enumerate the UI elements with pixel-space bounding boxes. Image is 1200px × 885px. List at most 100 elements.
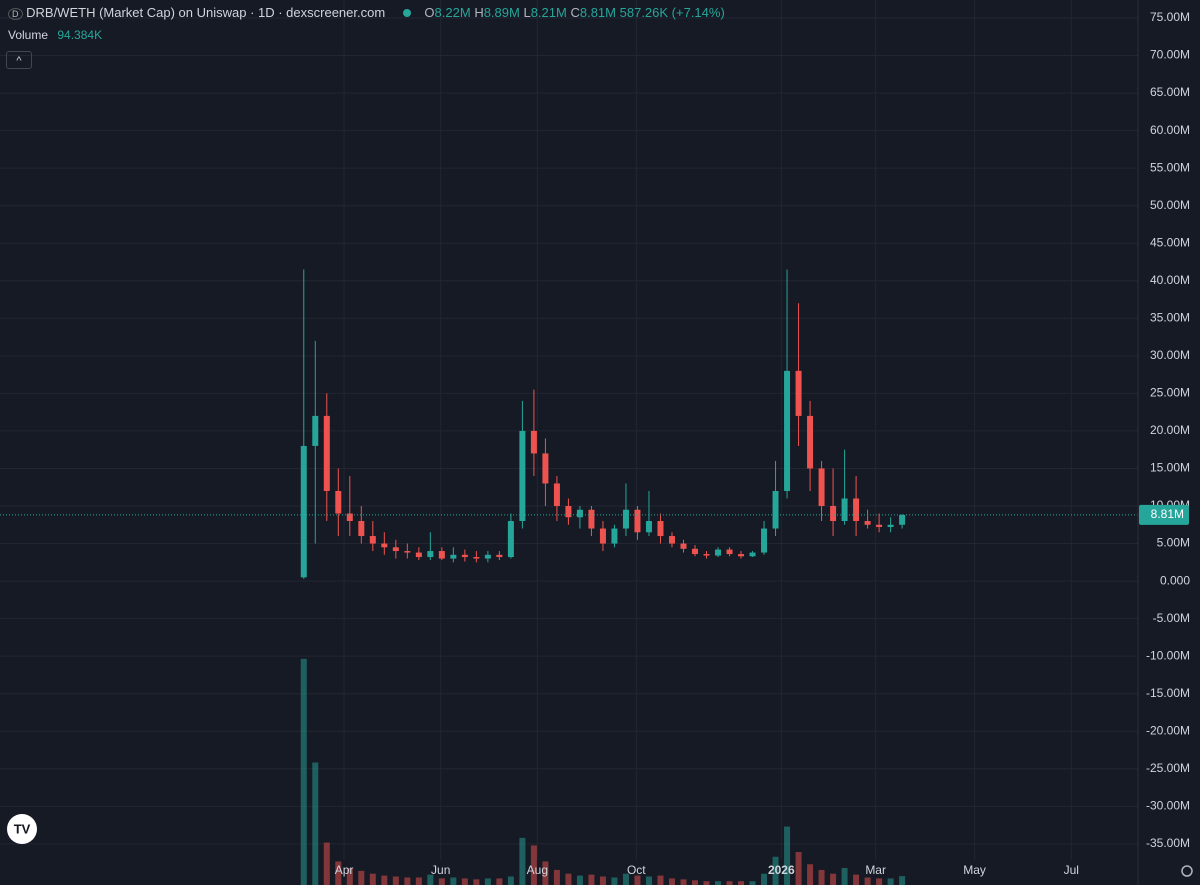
settings-icon[interactable] bbox=[1181, 865, 1193, 877]
logo-mark: TV bbox=[14, 821, 31, 836]
ohlc-label: C bbox=[570, 5, 580, 20]
x-tick-label: May bbox=[963, 863, 986, 877]
y-tick-label: -30.00M bbox=[1146, 798, 1190, 812]
volume-bar bbox=[576, 875, 583, 885]
logo[interactable] bbox=[7, 814, 37, 844]
volume-bar bbox=[599, 876, 606, 885]
candle-body bbox=[668, 536, 675, 544]
ohlc-label: L bbox=[523, 5, 531, 20]
volume-bar bbox=[323, 842, 330, 885]
y-tick-label: 35.00M bbox=[1150, 310, 1190, 324]
candle-body bbox=[438, 551, 445, 559]
volume-bar bbox=[864, 877, 871, 885]
y-tick-label: -25.00M bbox=[1146, 761, 1190, 775]
candle-body bbox=[312, 415, 319, 446]
volume-bar bbox=[657, 875, 664, 885]
candle-body bbox=[496, 554, 503, 558]
y-tick-label: -10.00M bbox=[1146, 648, 1190, 662]
candle-body bbox=[657, 521, 664, 537]
volume-bar bbox=[484, 878, 491, 885]
volume-bar bbox=[818, 869, 825, 885]
candle-body bbox=[404, 551, 411, 553]
ohlc-value: 8.22M bbox=[434, 5, 471, 20]
volume-bar bbox=[300, 658, 307, 885]
y-tick-label: 5.00M bbox=[1157, 536, 1190, 550]
volume-bar bbox=[450, 877, 457, 885]
candle-body bbox=[864, 521, 871, 525]
candle-body bbox=[450, 554, 457, 559]
candle-body bbox=[473, 557, 480, 559]
volume-bar bbox=[346, 868, 353, 885]
volume-bar bbox=[530, 845, 537, 885]
candle-body bbox=[335, 490, 342, 514]
candle-body bbox=[772, 490, 779, 529]
volume-bar bbox=[496, 878, 503, 885]
candle-body bbox=[853, 498, 860, 522]
status-dot bbox=[402, 9, 411, 17]
x-tick-label: Jun bbox=[431, 863, 450, 877]
y-tick-label: 30.00M bbox=[1150, 348, 1190, 362]
candle-body bbox=[887, 524, 894, 528]
candle-body bbox=[634, 509, 641, 533]
volume-bar bbox=[404, 877, 411, 885]
volume-bar bbox=[415, 877, 422, 885]
collapse-button[interactable]: ^ bbox=[6, 51, 32, 69]
volume-bar bbox=[622, 873, 629, 885]
candle-body bbox=[680, 543, 687, 549]
y-tick-label: -5.00M bbox=[1153, 611, 1190, 625]
volume-bar bbox=[542, 861, 549, 885]
symbol: DRB/WETH (Market Cap) on Uniswap · 1D · … bbox=[26, 5, 386, 20]
x-tick-label: Jul bbox=[1064, 863, 1079, 877]
ohlc-label: O bbox=[424, 5, 435, 20]
y-tick-label: -15.00M bbox=[1146, 686, 1190, 700]
x-tick-label: 2026 bbox=[768, 863, 795, 877]
candle-body bbox=[542, 453, 549, 484]
volume-bar bbox=[887, 878, 894, 885]
y-tick-label: 70.00M bbox=[1150, 48, 1190, 62]
volume-bar bbox=[519, 837, 526, 885]
volume-bar bbox=[358, 870, 365, 885]
volume-bar bbox=[807, 864, 814, 885]
candle-body bbox=[611, 528, 618, 544]
volume-bar bbox=[853, 874, 860, 885]
candle-body bbox=[818, 468, 825, 507]
y-tick-label: -35.00M bbox=[1146, 836, 1190, 850]
volume-bar bbox=[611, 877, 618, 885]
volume-bar bbox=[703, 881, 710, 885]
volume-bar bbox=[461, 878, 468, 885]
ohlc-value: 8.81M bbox=[579, 5, 616, 20]
volume-bar bbox=[645, 876, 652, 885]
candle-body bbox=[784, 370, 791, 491]
candle-body bbox=[691, 548, 698, 555]
candle-body bbox=[346, 513, 353, 522]
candle-body bbox=[323, 415, 330, 491]
volume-bar bbox=[738, 881, 745, 885]
volume-bar bbox=[553, 869, 560, 885]
volume-bar bbox=[784, 826, 791, 885]
volume-legend: Volume 94.384K bbox=[8, 28, 102, 42]
volume-bar bbox=[841, 868, 848, 885]
volume-bar bbox=[473, 879, 480, 885]
volume-bar bbox=[588, 874, 595, 885]
volume-label: Volume bbox=[8, 28, 49, 42]
volume-bar bbox=[876, 878, 883, 885]
volume-bar bbox=[680, 879, 687, 885]
y-tick-label: 60.00M bbox=[1150, 123, 1190, 137]
volume-bar bbox=[761, 873, 768, 885]
last-price-badge bbox=[1139, 504, 1189, 525]
candle-body bbox=[703, 554, 710, 556]
candle-body bbox=[645, 521, 652, 533]
candle-body bbox=[553, 483, 560, 507]
candle-body bbox=[830, 506, 837, 522]
candle-body bbox=[392, 547, 399, 552]
volume-bar bbox=[312, 762, 319, 885]
x-tick-label: Apr bbox=[335, 863, 354, 877]
volume-bar bbox=[369, 873, 376, 885]
candle-body bbox=[358, 521, 365, 537]
candle-body bbox=[381, 543, 388, 548]
candle-body bbox=[749, 552, 756, 557]
candle-body bbox=[484, 554, 491, 559]
